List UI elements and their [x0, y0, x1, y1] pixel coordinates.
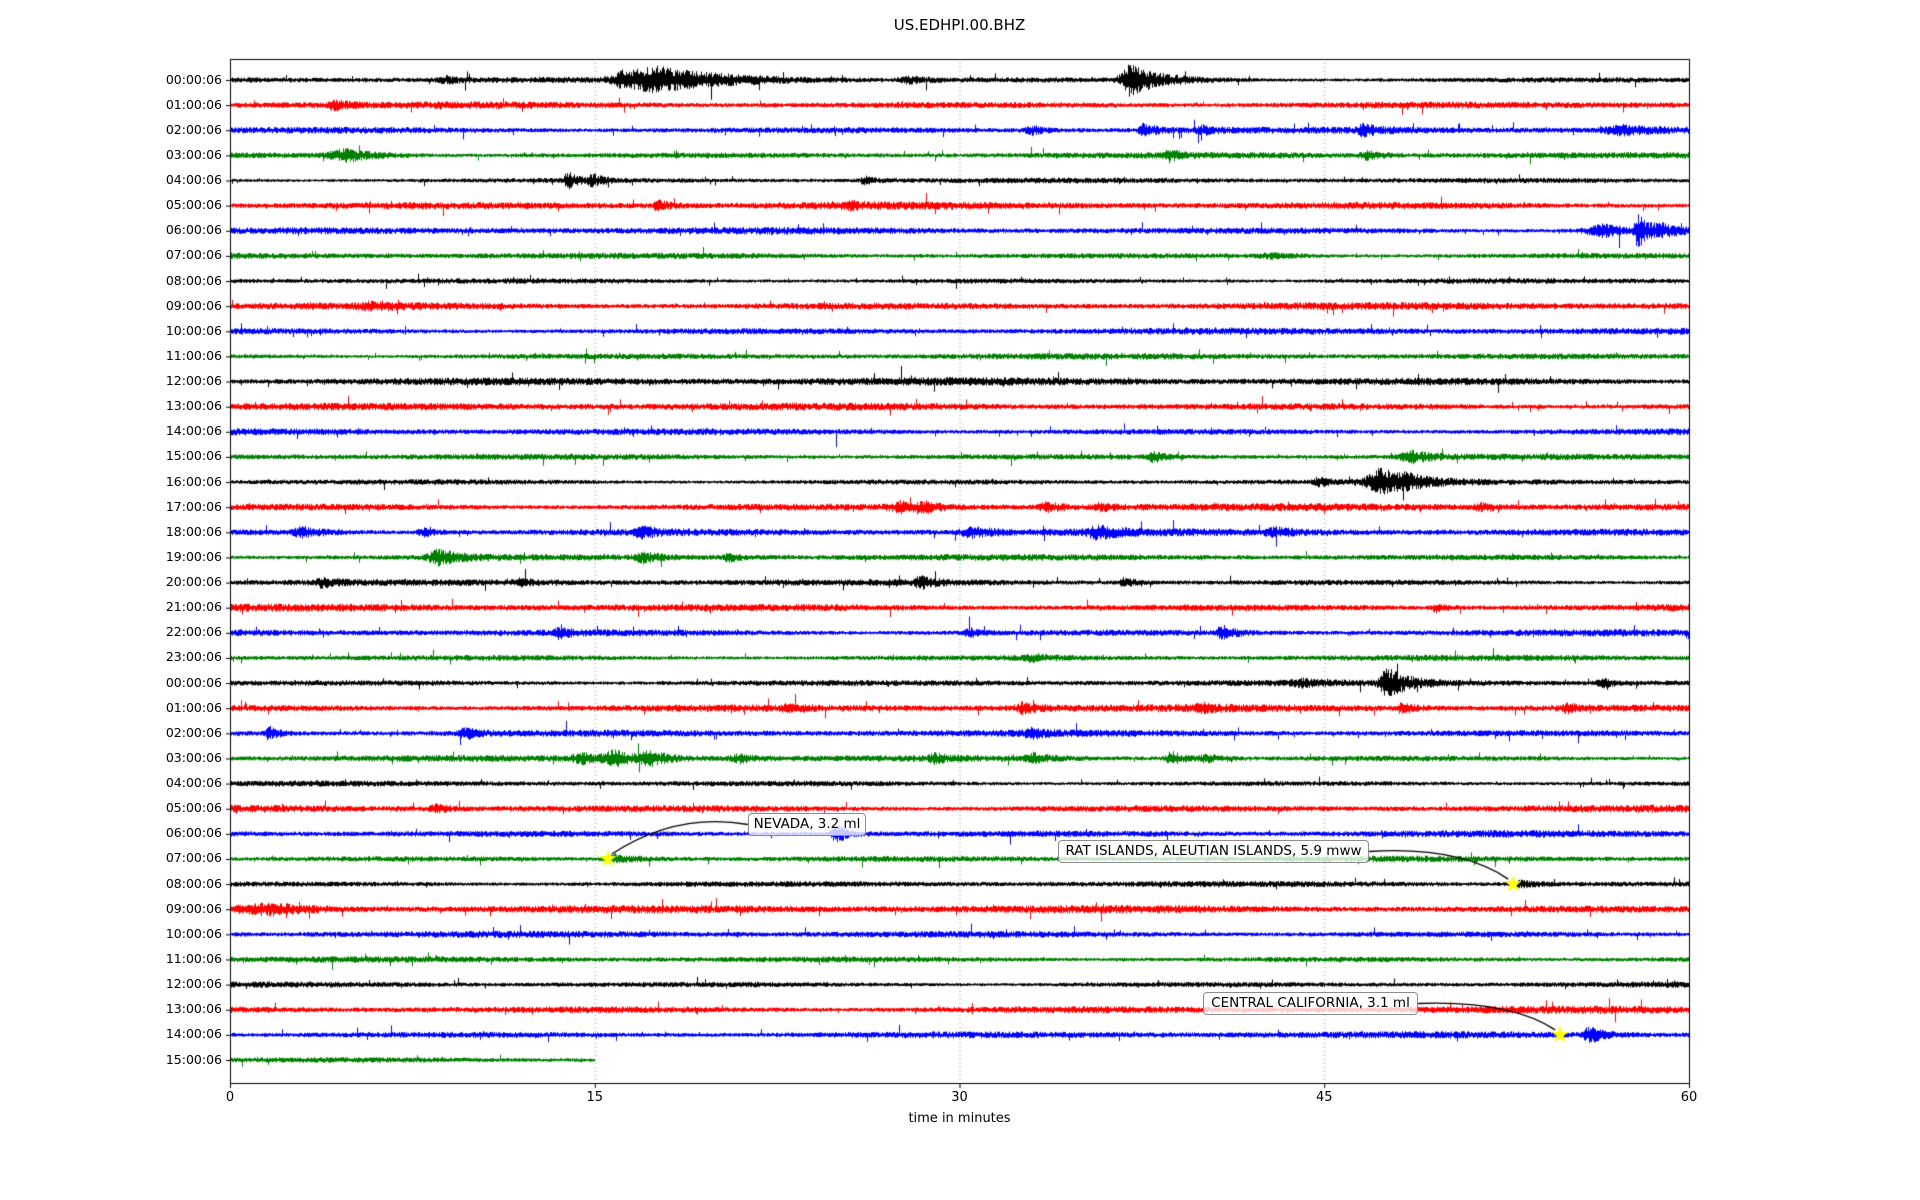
- y-tick-label: 20:00:06: [165, 574, 222, 590]
- y-tick-label: 07:00:06: [165, 247, 222, 263]
- y-tick-label: 12:00:06: [165, 976, 222, 992]
- y-tick-label: 09:00:06: [165, 900, 222, 916]
- x-tick-label: 15: [586, 1090, 604, 1105]
- y-tick-label: 00:00:06: [165, 71, 222, 87]
- x-tick-label: 45: [1315, 1090, 1333, 1105]
- y-tick-label: 11:00:06: [165, 347, 222, 363]
- y-tick-label: 06:00:06: [165, 222, 222, 238]
- y-tick-label: 05:00:06: [165, 800, 222, 816]
- y-tick-label: 14:00:06: [165, 423, 222, 439]
- y-tick-label: 02:00:06: [165, 724, 222, 740]
- x-tick-label: 30: [951, 1090, 968, 1105]
- y-tick-label: 07:00:06: [165, 850, 222, 866]
- y-tick-label: 04:00:06: [165, 172, 222, 187]
- y-tick-label: 01:00:06: [165, 96, 222, 112]
- event-annotation: CENTRAL CALIFORNIA, 3.1 ml: [1203, 992, 1418, 1015]
- event-annotation: RAT ISLANDS, ALEUTIAN ISLANDS, 5.9 mww: [1058, 840, 1369, 863]
- y-tick-label: 15:00:06: [165, 1051, 222, 1067]
- x-tick-label: 60: [1680, 1090, 1698, 1105]
- y-tick-label: 13:00:06: [165, 398, 222, 414]
- y-tick-label: 10:00:06: [165, 925, 222, 941]
- x-axis-title: time in minutes: [908, 1111, 1011, 1126]
- y-tick-label: 19:00:06: [165, 548, 222, 564]
- y-tick-label: 10:00:06: [165, 322, 222, 338]
- y-tick-label: 08:00:06: [165, 272, 222, 288]
- x-tick-label: 0: [225, 1090, 235, 1105]
- y-tick-label: 13:00:06: [165, 1001, 222, 1017]
- y-tick-label: 09:00:06: [165, 297, 222, 313]
- y-tick-label: 16:00:06: [165, 473, 222, 489]
- y-tick-label: 21:00:06: [165, 599, 222, 615]
- y-tick-label: 00:00:06: [165, 674, 222, 690]
- event-annotation: NEVADA, 3.2 ml: [748, 813, 866, 836]
- y-tick-label: 03:00:06: [165, 749, 222, 765]
- y-tick-label: 15:00:06: [165, 448, 222, 464]
- y-tick-label: 12:00:06: [165, 373, 222, 389]
- y-tick-label: 17:00:06: [165, 498, 222, 514]
- y-tick-label: 01:00:06: [165, 699, 222, 715]
- y-tick-label: 05:00:06: [165, 197, 222, 213]
- y-tick-label: 11:00:06: [165, 950, 222, 966]
- y-tick-label: 04:00:06: [165, 775, 222, 791]
- y-tick-label: 14:00:06: [165, 1026, 222, 1042]
- y-tick-label: 02:00:06: [165, 121, 222, 137]
- y-tick-label: 22:00:06: [165, 624, 222, 640]
- chart-title: US.EDHPI.00.BHZ: [893, 16, 1026, 34]
- y-tick-label: 08:00:06: [165, 875, 222, 891]
- y-tick-label: 06:00:06: [165, 825, 222, 841]
- y-tick-label: 23:00:06: [165, 649, 222, 665]
- y-tick-label: 03:00:06: [165, 146, 222, 162]
- y-tick-label: 18:00:06: [165, 523, 222, 539]
